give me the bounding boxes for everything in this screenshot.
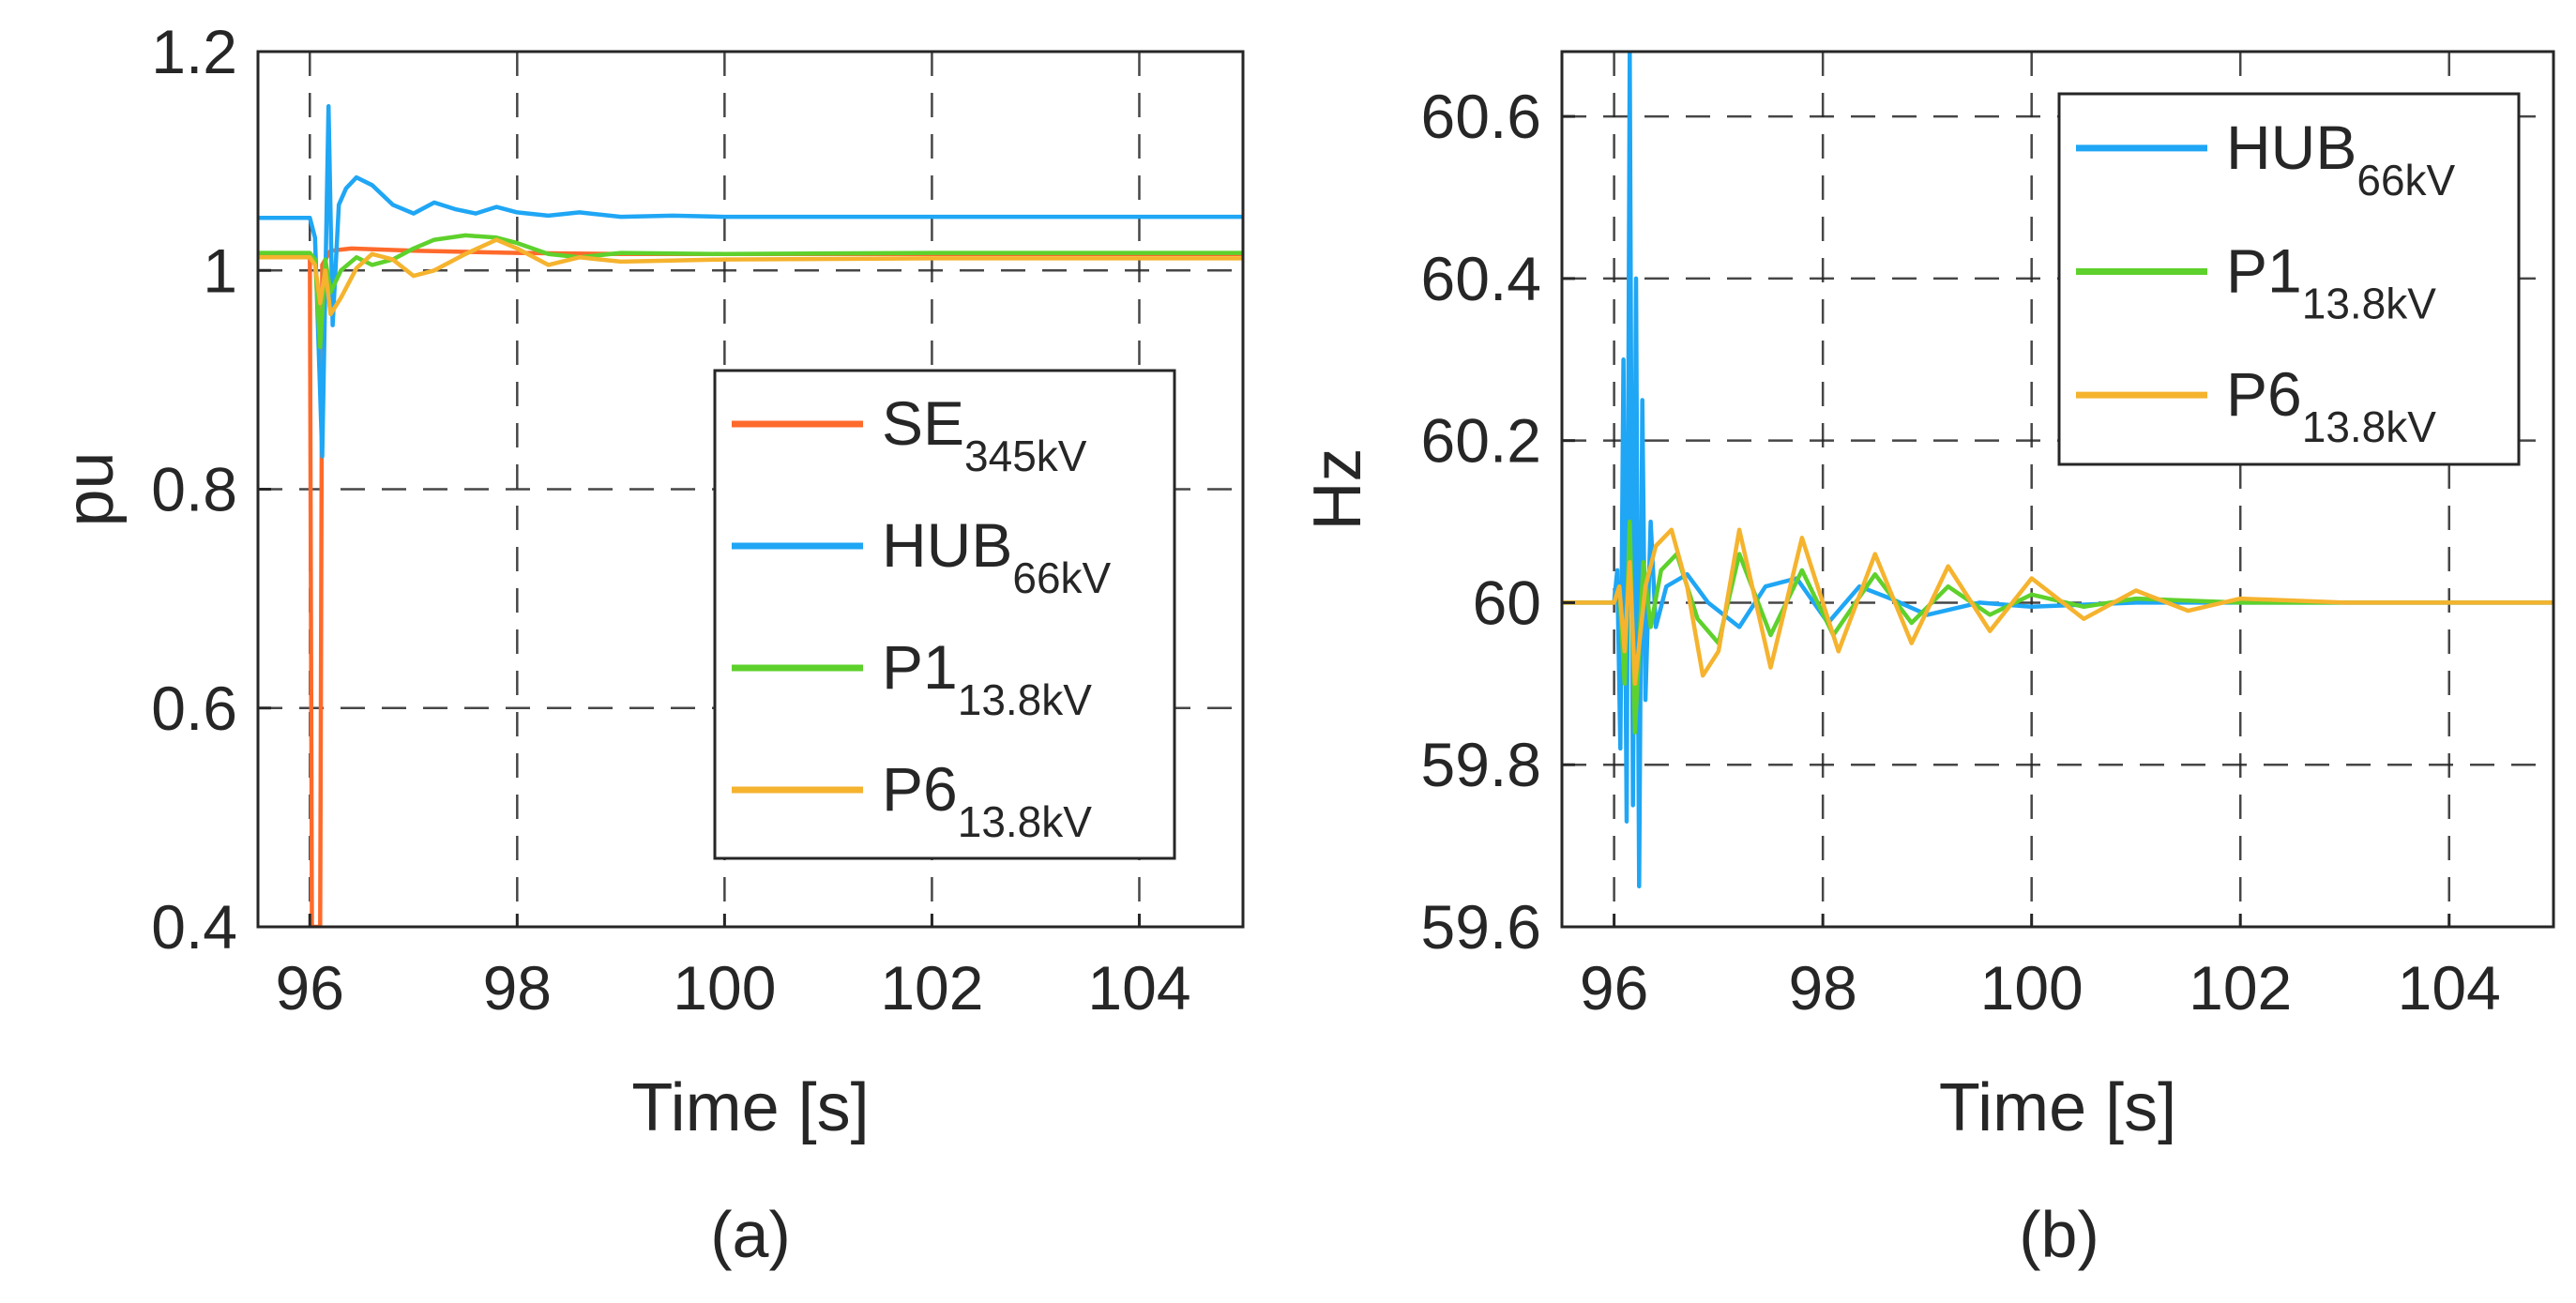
chart-b-ticks: 96 98 100 102 104 59.6 59.8 60 60.2 60.4 60.6	[1421, 82, 2501, 1023]
chart-a-ytick-label: 1.2	[151, 17, 237, 86]
chart-a-xlabel: Time [s]	[631, 1070, 869, 1145]
chart-b-frame	[1560, 50, 2555, 929]
chart-b-xtick-label: 102	[2189, 953, 2292, 1023]
chart-b-caption: (b)	[2019, 1198, 2099, 1271]
chart-b-series	[1562, 52, 2553, 889]
chart-b-xtick-label: 100	[1980, 953, 2084, 1023]
chart-b-legend-box	[2057, 92, 2521, 466]
chart-a-series	[258, 104, 1243, 927]
chart-b: 96 98 100 102 104 59.6 59.8 60 60.2 60.4 60.6 Time…	[1300, 50, 2555, 1271]
chart-a-xtick-label: 102	[880, 953, 983, 1023]
chart-a-caption: (a)	[710, 1198, 791, 1271]
chart-b-xtick-label: 104	[2398, 953, 2501, 1023]
chart-b-ytick-label: 59.8	[1421, 730, 1541, 799]
chart-b-ytick-label: 60.2	[1421, 406, 1541, 476]
chart-a-xtick-label: 98	[483, 953, 552, 1023]
chart-b-xlabel: Time [s]	[1939, 1070, 2176, 1145]
chart-a-ticks: 96 98 100 102 104 0.4 0.6 0.8 1 1.2	[151, 17, 1190, 1023]
chart-a-xtick-label: 104	[1087, 953, 1190, 1023]
chart-b-ytick-label: 59.6	[1421, 892, 1541, 962]
chart-b-xtick-label: 98	[1788, 953, 1856, 1023]
chart-b-ytick-label: 60.4	[1421, 244, 1541, 313]
chart-a-legend-box	[713, 369, 1176, 860]
chart-b-xtick-label: 96	[1580, 953, 1648, 1023]
chart-a-xtick-label: 96	[276, 953, 344, 1023]
chart-b-series-p1-line	[1562, 519, 2553, 735]
chart-a: 96 98 100 102 104 0.4 0.6 0.8 1 1.2 Time [s] pu (…	[53, 17, 1245, 1271]
chart-a-ylabel: pu	[53, 451, 128, 526]
chart-a-ytick-label: 0.6	[151, 674, 237, 743]
chart-a-ytick-label: 0.4	[151, 892, 237, 962]
chart-a-series-p6-line	[258, 237, 1243, 317]
chart-b-ylabel: Hz	[1300, 448, 1375, 531]
chart-a-series-p1-line	[258, 233, 1243, 350]
chart-a-ytick-label: 1	[203, 235, 237, 305]
chart-a-xtick-label: 100	[673, 953, 776, 1023]
chart-a-ytick-label: 0.8	[151, 455, 237, 524]
chart-a-series-hub-line	[258, 104, 1243, 459]
chart-b-series-hub-line	[1562, 52, 2553, 889]
chart-b-ytick-label: 60.6	[1421, 82, 1541, 151]
chart-b-ytick-label: 60	[1473, 568, 1541, 637]
chart-a-grid	[258, 50, 1243, 929]
chart-b-series-p6-line	[1562, 527, 2553, 687]
